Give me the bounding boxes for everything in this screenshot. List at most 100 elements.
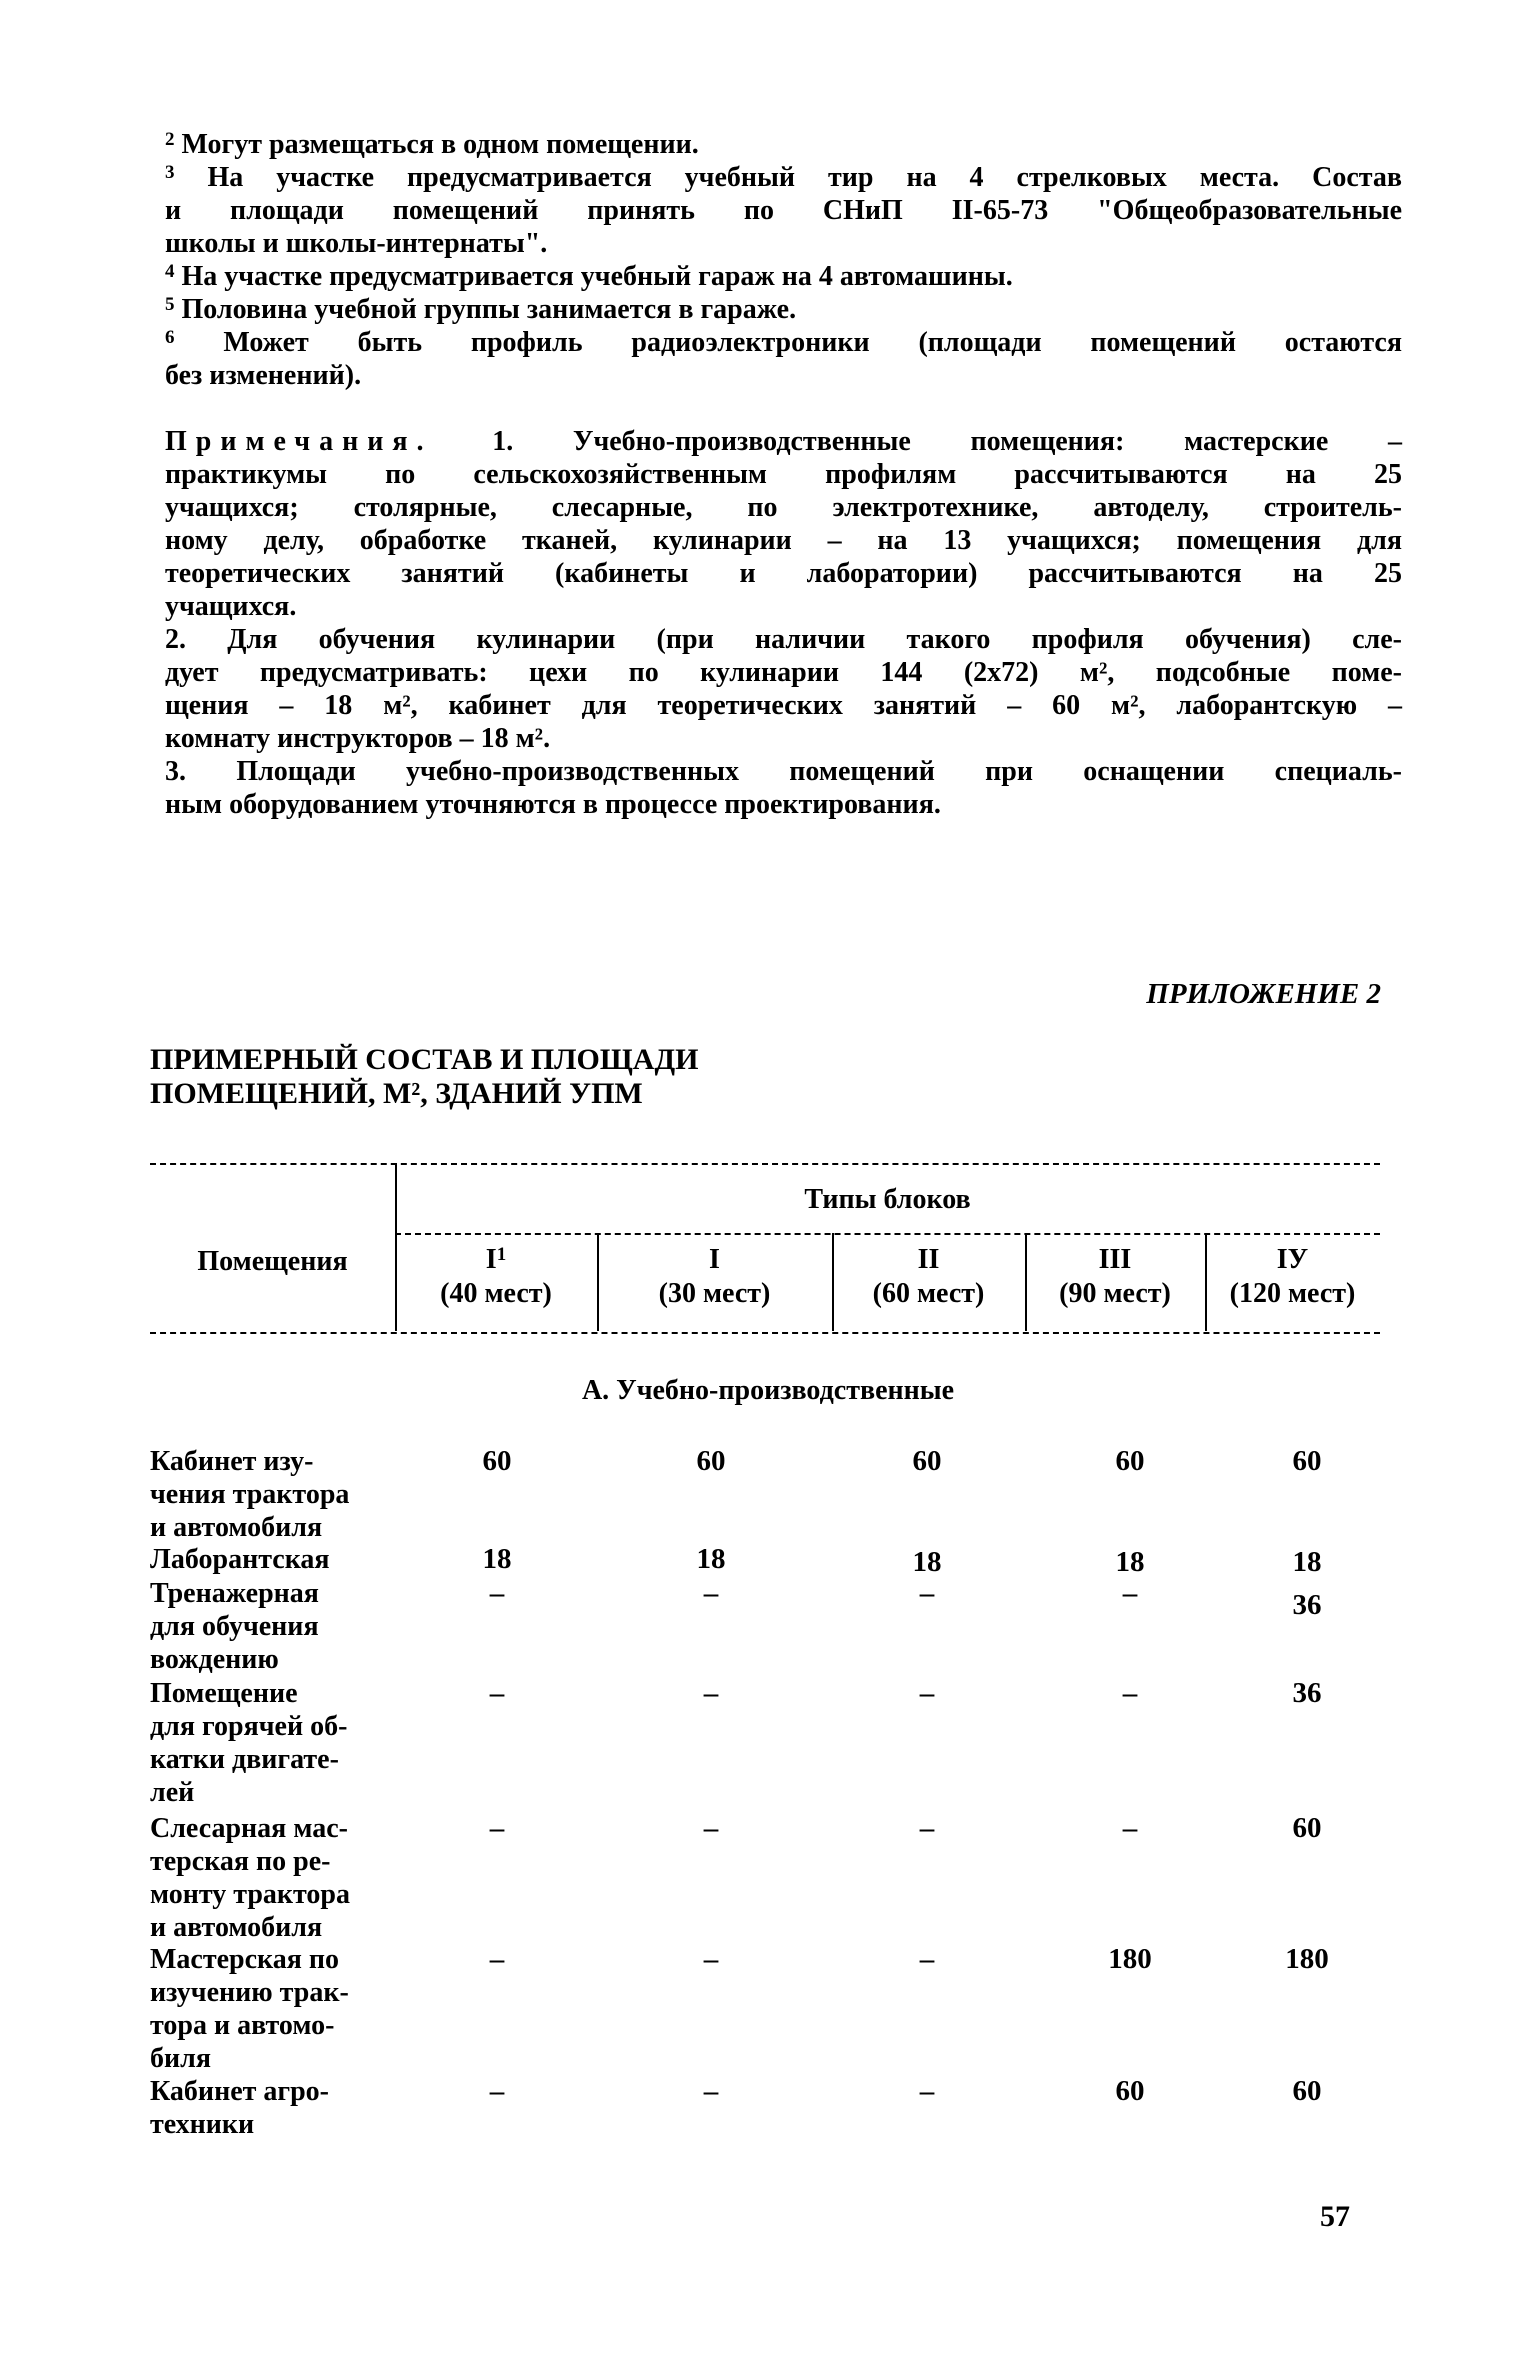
area-value: – [489, 1812, 505, 1844]
area-value: 60 [912, 1445, 942, 1477]
block-type: II [917, 1244, 940, 1275]
notes: Примечания. 1. Учебно-производственные п… [165, 425, 1402, 821]
area-value: 36 [1292, 1589, 1322, 1621]
area-value: 36 [1292, 1677, 1322, 1709]
area-value: 60 [482, 1445, 512, 1477]
area-value: 18 [482, 1543, 512, 1575]
area-value: 60 [1292, 1445, 1322, 1477]
footnotes: 2 Могут размещаться в одном помещении. 3 … [165, 128, 1402, 392]
room-name-line: монту трактора [150, 1879, 350, 1910]
room-name-line: Тренажерная [150, 1578, 319, 1609]
room-name-line: изучению трак- [150, 1977, 349, 2008]
room-name-line: тора и автомо- [150, 2010, 335, 2041]
footnote-line: 2 Могут размещаться в одном помещении. [165, 129, 699, 160]
room-name-line: и автомобиля [150, 1912, 323, 1943]
area-value: – [1122, 1577, 1138, 1609]
block-seats: (30 мест) [658, 1278, 771, 1309]
note-line: ным оборудованием уточняются в процессе … [165, 789, 941, 820]
area-value: 180 [1285, 1943, 1329, 1975]
area-value: 60 [1292, 2075, 1322, 2107]
area-value: – [919, 1677, 935, 1709]
area-value: – [919, 1943, 935, 1975]
room-name-line: биля [150, 2043, 211, 2074]
table-title: ПРИМЕРНЫЙ СОСТАВ И ПЛОЩАДИ ПОМЕЩЕНИЙ, М²… [150, 1043, 698, 1111]
block-seats: (120 мест) [1229, 1278, 1356, 1309]
rooms-header: Помещения [197, 1246, 348, 1277]
footnote-line: 6 Может быть профиль радиоэлектроники (п… [165, 327, 1402, 358]
column-divider [1205, 1233, 1207, 1331]
block-type: I [709, 1244, 720, 1275]
note-line: дует предусматривать: цехи по кулинарии … [165, 657, 1402, 688]
room-name-line: вождению [150, 1644, 279, 1675]
area-value: 60 [696, 1445, 726, 1477]
section-header: А. Учебно-производственные [581, 1375, 955, 1406]
column-header: III (90 мест) [1025, 1243, 1205, 1311]
column-divider [832, 1233, 834, 1331]
footnote-line: и площади помещений принять по СНиП II-6… [165, 195, 1402, 226]
area-value: – [919, 1577, 935, 1609]
table-rule-top [150, 1163, 1380, 1165]
room-name-line: для обучения [150, 1611, 319, 1642]
column-divider [395, 1163, 397, 1331]
area-value: 60 [1115, 1445, 1145, 1477]
room-name-line: Кабинет изу- [150, 1446, 314, 1477]
page-number: 57 [1320, 2200, 1350, 2233]
room-name-line: чения трактора [150, 1479, 350, 1510]
area-value: 60 [1292, 1812, 1322, 1844]
footnote-line: 5 Половина учебной группы занимается в г… [165, 294, 797, 325]
title-line: ПОМЕЩЕНИЙ, М², ЗДАНИЙ УПМ [150, 1077, 643, 1110]
area-value: – [703, 1677, 719, 1709]
room-name-line: Мастерская по [150, 1944, 340, 1975]
note-line: Примечания. 1. Учебно-производственные п… [165, 426, 1402, 457]
note-line: щения – 18 м², кабинет для теоретических… [165, 690, 1402, 721]
column-divider [1025, 1233, 1027, 1331]
column-header: I (30 мест) [597, 1243, 832, 1311]
block-seats: (40 мест) [440, 1278, 552, 1309]
footnote-number: 6 [165, 327, 175, 348]
area-value: – [703, 1577, 719, 1609]
table-rule-bottom [150, 1332, 1380, 1334]
block-seats: (90 мест) [1059, 1278, 1171, 1309]
room-name: Слесарная мас-терская по ре-монту тракто… [150, 1812, 350, 1944]
footnote-line: без изменений). [165, 360, 362, 391]
area-value: 18 [1115, 1546, 1145, 1578]
column-header: II (60 мест) [832, 1243, 1025, 1311]
title-line: ПРИМЕРНЫЙ СОСТАВ И ПЛОЩАДИ [150, 1043, 699, 1076]
footnote-ref: 1 [496, 1244, 507, 1265]
footnote-number: 3 [165, 162, 175, 183]
footnote-line: школы и школы-интернаты". [165, 228, 548, 259]
area-value: – [919, 2075, 935, 2107]
area-value: 18 [912, 1546, 942, 1578]
group-header: Типы блоков [804, 1184, 971, 1215]
room-name-line: Лаборантская [150, 1544, 330, 1575]
area-value: 60 [1115, 2075, 1145, 2107]
block-type: III [1098, 1244, 1132, 1275]
note-line: комнату инструкторов – 18 м². [165, 723, 551, 754]
note-line: 2. Для обучения кулинарии (при наличии т… [165, 624, 1402, 655]
block-type: IУ [1276, 1244, 1309, 1275]
column-divider [597, 1233, 599, 1331]
area-value: – [1122, 1677, 1138, 1709]
room-name: Тренажерная для обучения вождению [150, 1577, 319, 1676]
note-line: теоретических занятий (кабинеты и лабора… [165, 558, 1402, 589]
room-name: Мастерская по изучению трак-тора и автомо… [150, 1943, 349, 2075]
footnote-line: 3 На участке предусматривается учебный т… [165, 162, 1402, 193]
room-name-line: и автомобиля [150, 1512, 323, 1543]
note-line: учащихся; столярные, слесарные, по элект… [165, 492, 1402, 523]
area-value: 18 [696, 1543, 726, 1575]
room-name-line: катки двигате- [150, 1744, 339, 1775]
room-name-line: терская по ре- [150, 1846, 331, 1877]
room-name: Лаборантская [150, 1543, 330, 1576]
footnote-number: 2 [165, 129, 175, 150]
room-name-line: для горячей об- [150, 1711, 348, 1742]
room-name: Кабинет изу-чения трактора и автомобиля [150, 1445, 349, 1544]
column-header: IУ (120 мест) [1205, 1243, 1380, 1311]
column-header: I1 (40 мест) [395, 1243, 597, 1311]
footnote-number: 5 [165, 294, 175, 315]
area-value: – [489, 1577, 505, 1609]
note-line: ному делу, обработке тканей, кулинарии –… [165, 525, 1402, 556]
note-line: практикумы по сельскохозяйственным профи… [165, 459, 1402, 490]
area-value: – [489, 1677, 505, 1709]
area-value: 18 [1292, 1546, 1322, 1578]
room-name-line: техники [150, 2109, 255, 2140]
